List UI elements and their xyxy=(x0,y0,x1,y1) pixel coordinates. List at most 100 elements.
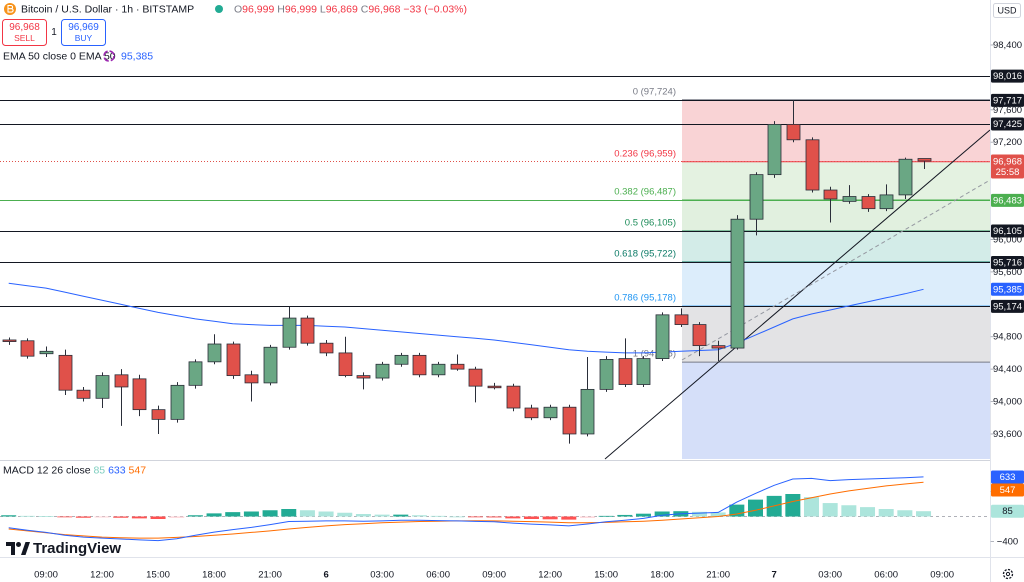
candle-body xyxy=(95,375,110,399)
candle-body xyxy=(917,158,932,162)
candle-body xyxy=(506,385,521,409)
x-tick-label: 06:00 xyxy=(426,570,450,581)
macd-histogram-bar xyxy=(897,510,913,517)
macd-histogram-bar xyxy=(169,516,185,518)
macd-legend: MACD 12 26 close 85 633 547 xyxy=(3,464,146,476)
macd-histogram-bar xyxy=(617,514,633,517)
candle-body xyxy=(692,324,707,347)
ohlc-key: O xyxy=(234,3,242,15)
logo-mark xyxy=(16,542,21,547)
macd-histogram-bar xyxy=(916,511,932,517)
buy-price[interactable]: 96,969 xyxy=(68,22,99,33)
ema-axis-label-box xyxy=(991,282,1024,296)
candle-body xyxy=(431,363,446,376)
candle-body xyxy=(300,317,315,344)
x-tick-label: 18:00 xyxy=(650,570,674,581)
price-line-label-box xyxy=(991,117,1024,131)
candle-body xyxy=(786,123,801,141)
price-line-label: 95,174 xyxy=(993,301,1022,312)
ema-line xyxy=(8,282,924,354)
macd-y-tick-label: −400 xyxy=(997,537,1018,548)
candle-body xyxy=(207,343,222,363)
x-tick-label: 15:00 xyxy=(594,570,618,581)
buy-label[interactable]: BUY xyxy=(75,33,93,43)
macd-histogram-bar xyxy=(505,516,521,519)
candle-body xyxy=(170,384,185,420)
sell-price[interactable]: 96,968 xyxy=(9,22,40,33)
candle-body xyxy=(767,123,782,176)
fib-level-label: 0.382 (96,487) xyxy=(614,187,676,198)
macd-histogram-bar xyxy=(262,510,278,517)
logo-text: TradingView xyxy=(33,540,121,557)
macd-axis-label-box xyxy=(991,470,1024,484)
axis-layer: 98,400 97,600 97,200 96,000 95,600 94,800 94,4… xyxy=(990,40,1024,548)
fib-level-label: 1 (94,486) xyxy=(633,349,676,360)
ema-legend: EMA 50 close 0 EMA 50 xyxy=(3,50,116,62)
fib-level-label: 0.236 (96,959) xyxy=(614,148,676,159)
macd-histogram-bar xyxy=(523,516,539,519)
macd-histogram-bar xyxy=(94,516,110,518)
currency[interactable]: USD xyxy=(997,5,1017,15)
fib-zone xyxy=(682,99,990,162)
macd-histogram-bar xyxy=(729,504,745,517)
macd-histogram-bar xyxy=(561,516,577,520)
x-tick-label: 18:00 xyxy=(202,570,226,581)
ohlc-value: 96,968 xyxy=(368,3,400,15)
ohlc-value: 96,869 xyxy=(326,3,358,15)
sell-label[interactable]: SELL xyxy=(14,33,35,43)
candle-body xyxy=(562,406,577,435)
macd-histogram-bar xyxy=(654,511,670,517)
candles-layer xyxy=(2,100,932,444)
x-tick-label: 06:00 xyxy=(874,570,898,581)
candle-body xyxy=(524,407,539,419)
y-tick-label: 94,000 xyxy=(993,397,1022,408)
macd-histogram-bar xyxy=(785,494,801,517)
sell-button[interactable] xyxy=(2,19,47,46)
candle-body xyxy=(20,340,35,357)
fib-level-label: 0.786 (95,178) xyxy=(614,293,676,304)
candle-body xyxy=(356,375,371,379)
macd-signal-value: 547 xyxy=(129,464,147,476)
price-line-label: 98,016 xyxy=(993,71,1022,82)
candle-body xyxy=(244,374,259,384)
market-open-dot xyxy=(215,5,223,13)
settings-icon-center[interactable] xyxy=(1005,571,1011,577)
macd-histogram-bar xyxy=(486,516,502,518)
x-tick-label: 21:00 xyxy=(706,570,730,581)
macd-histogram-bar xyxy=(393,514,409,517)
candle-body xyxy=(338,352,353,377)
currency-button[interactable] xyxy=(993,3,1021,18)
macd-axis-label: 633 xyxy=(1000,472,1016,483)
fib-level-label: 0.5 (96,105) xyxy=(625,217,676,228)
candle-body xyxy=(394,354,409,365)
macd-line-value: 633 xyxy=(108,464,126,476)
macd-hist-value: 85 xyxy=(93,464,105,476)
candle-body xyxy=(674,314,689,325)
y-tick-label: 98,400 xyxy=(993,40,1022,51)
buy-button[interactable] xyxy=(61,19,106,46)
ema-settings-icon[interactable] xyxy=(103,50,115,62)
ohlc-change: −33 (−0.03%) xyxy=(403,3,467,15)
candle-body xyxy=(76,389,91,399)
candle-body xyxy=(730,218,745,349)
candle-body xyxy=(151,409,166,420)
candle-body xyxy=(39,350,54,355)
macd-histogram-bar xyxy=(542,516,558,520)
macd-histogram-bar xyxy=(1,515,17,517)
macd-histogram-bar xyxy=(131,516,147,519)
macd-histogram-bar xyxy=(691,511,707,517)
macd-histogram-bar xyxy=(635,513,651,517)
macd-histogram-bar xyxy=(19,515,35,517)
macd-histogram-bar xyxy=(449,516,465,518)
y-tick-label: 96,000 xyxy=(993,234,1022,245)
y-tick-label: 93,600 xyxy=(993,429,1022,440)
price-line-label-box xyxy=(991,224,1024,238)
settings-icon[interactable] xyxy=(1002,568,1014,580)
macd-histogram-bar xyxy=(206,513,222,517)
macd-histogram-bar xyxy=(374,514,390,517)
macd-histogram-bar xyxy=(337,512,353,517)
ohlc-key: C xyxy=(361,3,369,15)
candle-body xyxy=(749,174,764,220)
macd-line xyxy=(8,476,924,542)
